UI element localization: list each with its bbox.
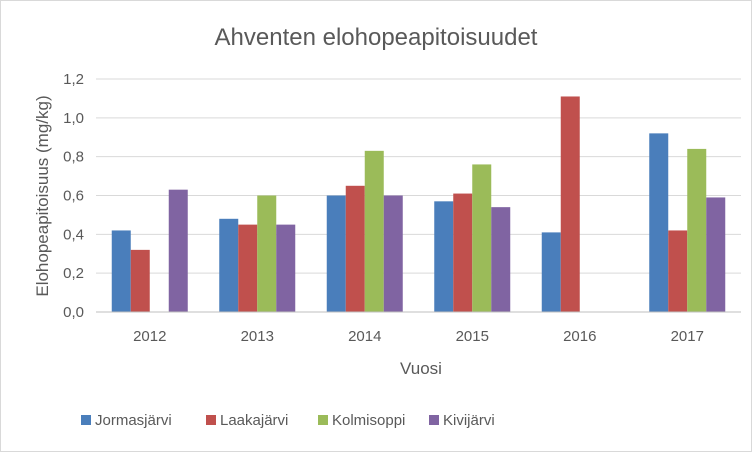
legend-label: Laakajärvi <box>220 412 288 429</box>
bar <box>238 224 258 312</box>
x-tick-label: 2016 <box>563 328 596 345</box>
legend-swatch <box>429 415 439 425</box>
y-tick-label: 0,0 <box>63 304 84 321</box>
y-tick-label: 0,8 <box>63 149 84 166</box>
x-tick-label: 2015 <box>456 328 489 345</box>
bar <box>364 150 384 312</box>
x-tick-label: 2013 <box>241 328 274 345</box>
chart-title: Ahventen elohopeapitoisuudet <box>215 24 538 51</box>
bar <box>668 230 688 312</box>
axes: 0,0 0,2 0,4 0,6 0,8 1,0 1,2 2012 2013 2014 2015 201… <box>63 71 741 345</box>
legend-label: Kivijärvi <box>443 412 495 429</box>
bar <box>453 193 473 312</box>
legend-label: Kolmisoppi <box>332 412 405 429</box>
x-tick-label: 2012 <box>133 328 166 345</box>
bar <box>276 224 296 312</box>
y-tick-label: 0,4 <box>63 226 84 243</box>
legend-swatch <box>81 415 91 425</box>
bars <box>111 96 726 312</box>
y-tick-label: 1,2 <box>63 71 84 88</box>
bar <box>687 148 707 312</box>
x-axis-title: Vuosi <box>400 359 442 378</box>
legend-label: Jormasjärvi <box>95 412 172 429</box>
x-tick-label: 2014 <box>348 328 381 345</box>
bar <box>111 230 131 312</box>
bar <box>649 133 669 312</box>
legend: Jormasjärvi Laakajärvi Kolmisoppi Kivijärvi <box>81 412 495 429</box>
bar <box>383 195 403 312</box>
y-tick-label: 0,6 <box>63 188 84 205</box>
bar <box>257 195 277 312</box>
legend-swatch <box>318 415 328 425</box>
bar <box>472 164 492 312</box>
x-tick-label: 2017 <box>671 328 704 345</box>
bar <box>326 195 346 312</box>
bar <box>345 185 365 312</box>
y-tick-label: 1,0 <box>63 110 84 127</box>
bar <box>541 232 561 312</box>
bar <box>130 249 150 312</box>
gridlines <box>96 78 741 274</box>
legend-swatch <box>206 415 216 425</box>
bar <box>168 189 188 312</box>
bar <box>219 218 239 312</box>
bar <box>434 201 454 312</box>
bar <box>491 207 511 312</box>
y-axis-title: Elohopeapitoisuus (mg/kg) <box>33 95 52 296</box>
y-tick-label: 0,2 <box>63 265 84 282</box>
bar <box>560 96 580 312</box>
bar <box>706 197 726 312</box>
